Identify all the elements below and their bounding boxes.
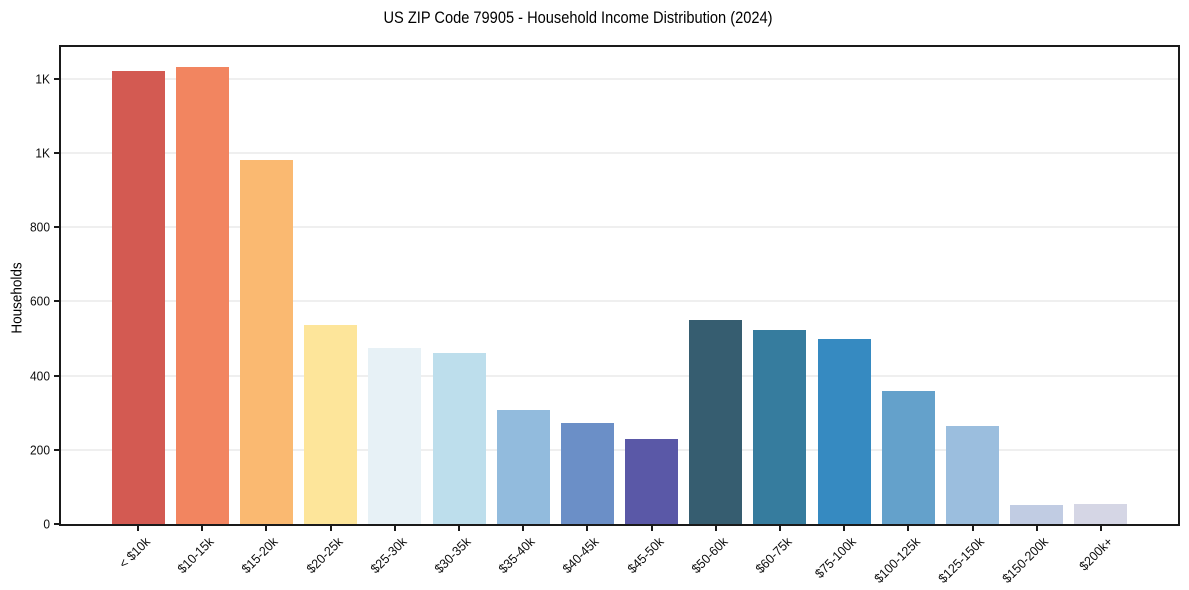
- gridline-y-200: [61, 448, 1178, 451]
- x-tick-$100-125k: [907, 526, 910, 531]
- x-tick-$30-35k: [458, 526, 461, 531]
- y-tick-label-800: 800: [30, 219, 50, 235]
- x-tick-$40-45k: [586, 526, 589, 531]
- gridline-y-1200: [61, 77, 1178, 80]
- x-tick-$10-15k: [201, 526, 204, 531]
- gridline-y-400: [61, 374, 1178, 377]
- y-tick-200: [54, 448, 59, 451]
- chart-title: US ZIP Code 79905 - Household Income Dis…: [383, 8, 773, 27]
- bar-$40-45k: [560, 422, 614, 524]
- gridline-y-800: [61, 226, 1178, 229]
- y-tick-400: [54, 374, 59, 377]
- x-tick-$45-50k: [650, 526, 653, 531]
- bar-$30-35k: [432, 353, 486, 524]
- x-tick-$150-200k: [1035, 526, 1038, 531]
- bar-$45-50k: [625, 438, 679, 524]
- y-tick-label-600: 600: [30, 293, 50, 309]
- x-tick-$50-60k: [714, 526, 717, 531]
- x-tick-label-$20-25k: $20-25k: [303, 534, 346, 577]
- y-tick-label-200: 200: [30, 442, 50, 458]
- x-tick-$25-30k: [393, 526, 396, 531]
- bar-$35-40k: [496, 410, 550, 524]
- bar-$75-100k: [817, 339, 871, 524]
- bar-$60-75k: [753, 329, 807, 524]
- x-tick-$200k+: [1099, 526, 1102, 531]
- y-tick-800: [54, 226, 59, 229]
- x-tick-label-$150-200k: $150-200k: [999, 534, 1052, 586]
- x-tick-$15-20k: [265, 526, 268, 531]
- x-tick-label-< $10k: < $10k: [115, 534, 153, 572]
- x-tick-$125-150k: [971, 526, 974, 531]
- x-tick-label-$60-75k: $60-75k: [752, 534, 795, 577]
- y-tick-label-0: 0: [43, 516, 50, 532]
- y-tick-label-1000: 1K: [35, 145, 50, 161]
- bar-$200k+: [1074, 504, 1128, 524]
- x-tick-label-$25-30k: $25-30k: [367, 534, 410, 577]
- x-tick-$60-75k: [778, 526, 781, 531]
- x-tick-$35-40k: [522, 526, 525, 531]
- x-tick-label-$200k+: $200k+: [1076, 534, 1116, 574]
- x-tick-label-$75-100k: $75-100k: [811, 534, 859, 582]
- x-tick-label-$35-40k: $35-40k: [495, 534, 538, 577]
- x-tick-$75-100k: [843, 526, 846, 531]
- y-tick-600: [54, 300, 59, 303]
- y-tick-label-400: 400: [30, 368, 50, 384]
- x-tick-label-$15-20k: $15-20k: [238, 534, 282, 577]
- x-tick-$20-25k: [329, 526, 332, 531]
- x-tick-label-$125-150k: $125-150k: [935, 534, 988, 586]
- bar-$125-150k: [946, 425, 1000, 524]
- bar-$20-25k: [304, 325, 358, 524]
- x-tick-< $10k: [137, 526, 140, 531]
- plot-area: [59, 45, 1180, 526]
- bar-$100-125k: [881, 391, 935, 524]
- bar-< $10k: [111, 71, 165, 524]
- x-tick-label-$100-125k: $100-125k: [871, 534, 923, 586]
- y-tick-0: [54, 523, 59, 525]
- x-tick-label-$50-60k: $50-60k: [688, 534, 731, 577]
- bar-$10-15k: [175, 67, 229, 524]
- x-tick-label-$10-15k: $10-15k: [174, 534, 217, 577]
- y-tick-label-1200: 1K: [35, 71, 50, 87]
- x-tick-label-$30-35k: $30-35k: [431, 534, 474, 577]
- bar-$25-30k: [368, 347, 422, 524]
- gridline-y-600: [61, 300, 1178, 303]
- gridline-y-1000: [61, 151, 1178, 154]
- x-tick-label-$45-50k: $45-50k: [624, 534, 667, 577]
- bar-$150-200k: [1010, 505, 1064, 524]
- y-tick-1000: [54, 151, 59, 154]
- bar-$15-20k: [239, 160, 293, 524]
- x-tick-label-$40-45k: $40-45k: [559, 534, 603, 577]
- y-tick-1200: [54, 77, 59, 80]
- bar-$50-60k: [689, 319, 743, 524]
